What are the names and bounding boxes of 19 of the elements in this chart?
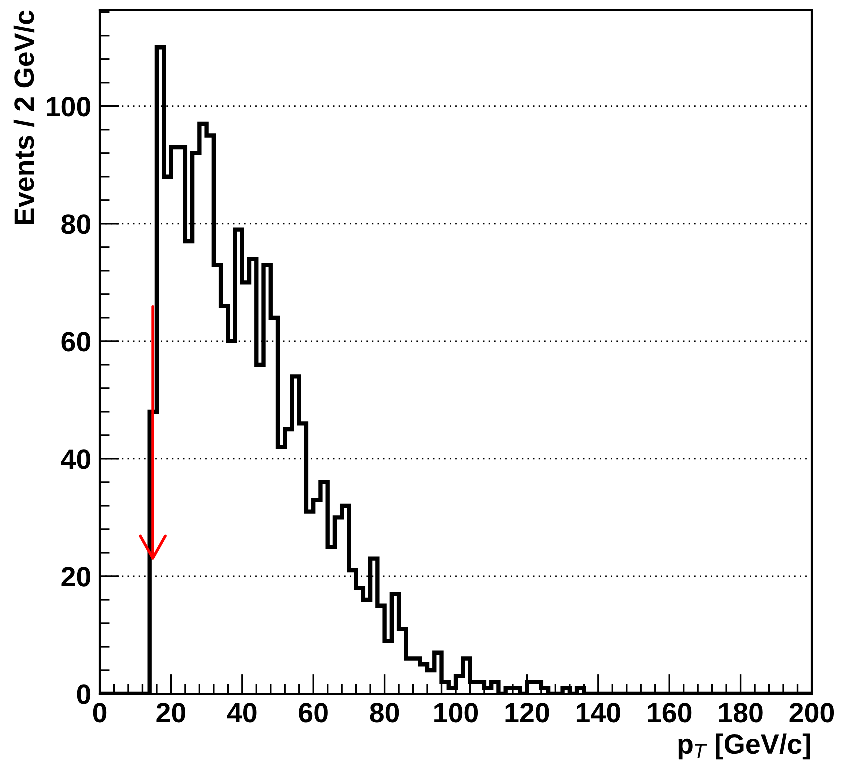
y-tick-label: 100 bbox=[47, 97, 91, 117]
x-tick-label: 120 bbox=[506, 703, 550, 723]
y-tick-label: 0 bbox=[77, 684, 91, 704]
x-tick-label: 200 bbox=[790, 703, 834, 723]
y-tick-label: 60 bbox=[62, 332, 91, 352]
x-axis-title: p$_{T}$ [GeV/c] bbox=[678, 734, 810, 760]
x-tick-label: 60 bbox=[299, 703, 328, 723]
x-tick-label: 80 bbox=[370, 703, 400, 723]
y-tick-label: 40 bbox=[61, 450, 91, 470]
x-tick-label: 40 bbox=[227, 703, 257, 723]
y-tick-label: 80 bbox=[62, 214, 91, 234]
x-tick-label: 20 bbox=[156, 703, 186, 723]
x-tick-label: 180 bbox=[719, 703, 763, 723]
y-tick-label: 20 bbox=[62, 567, 91, 587]
x-tick-label: 0 bbox=[93, 703, 107, 723]
x-tick-label: 160 bbox=[648, 703, 692, 723]
y-axis-title: Events / 2 GeV/c bbox=[14, 10, 35, 224]
x-tick-label: 140 bbox=[576, 703, 620, 723]
x-tick-label: 100 bbox=[434, 703, 478, 723]
